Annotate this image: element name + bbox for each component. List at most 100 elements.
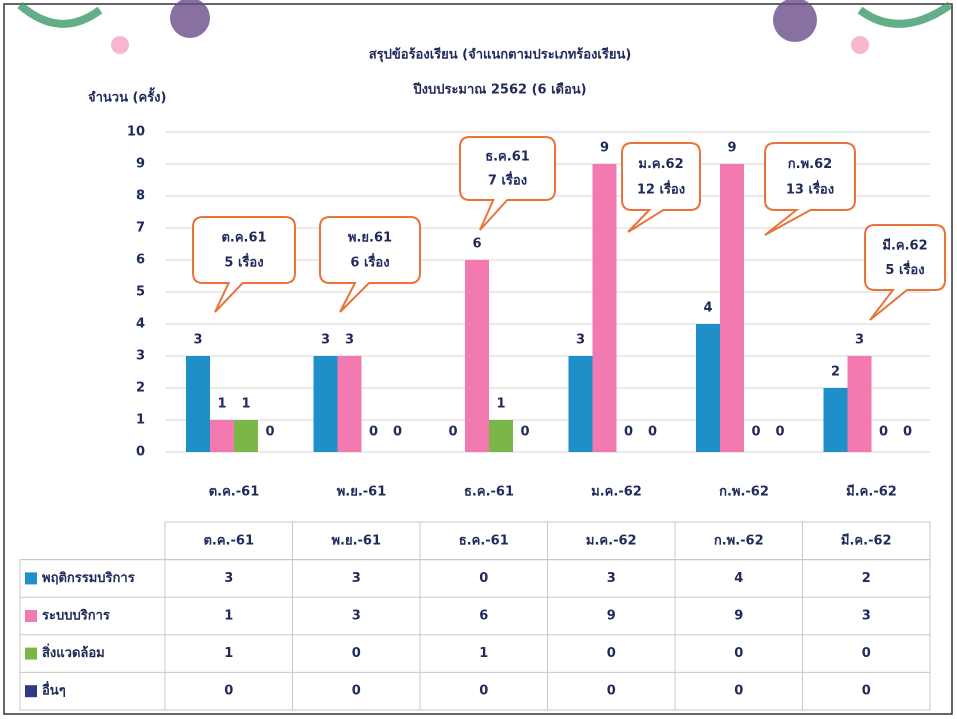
callout-title: ก.พ.62 — [788, 157, 832, 172]
bar — [186, 356, 210, 452]
legend-swatch — [25, 648, 37, 660]
callout-title: มี.ค.62 — [882, 237, 927, 253]
table-cell: 4 — [734, 571, 743, 586]
table-cell: 0 — [479, 571, 488, 586]
value-label: 0 — [624, 425, 633, 440]
table-header: มี.ค.-62 — [841, 532, 892, 548]
y-tick-label: 8 — [136, 189, 145, 204]
table-cell: 1 — [224, 646, 233, 661]
value-label: 1 — [217, 397, 226, 412]
y-tick-label: 2 — [136, 381, 145, 396]
bar — [465, 260, 489, 452]
callout-text: 13 เรื่อง — [786, 179, 834, 197]
x-tick-label: ก.พ.-62 — [719, 485, 769, 500]
table-cell: 3 — [352, 571, 361, 586]
y-tick-label: 1 — [136, 413, 145, 428]
value-label: 3 — [193, 333, 202, 348]
callout-text: 5 เรื่อง — [885, 260, 924, 278]
value-label: 4 — [703, 301, 712, 316]
value-label: 2 — [831, 365, 840, 380]
callout-title: ม.ค.62 — [638, 157, 683, 172]
value-label: 0 — [751, 425, 760, 440]
value-label: 0 — [648, 425, 657, 440]
value-label: 0 — [265, 425, 274, 440]
callout-title: ต.ค.61 — [221, 231, 266, 246]
legend-label: อื่นๆ — [42, 681, 66, 699]
table-cell: 2 — [862, 571, 871, 586]
value-label: 3 — [345, 333, 354, 348]
value-label: 9 — [600, 141, 609, 156]
legend-label: พฤติกรรมบริการ — [42, 571, 135, 586]
bar — [848, 356, 872, 452]
table-header: ก.พ.-62 — [714, 533, 764, 548]
table-cell: 0 — [479, 684, 488, 699]
y-tick-label: 7 — [136, 221, 145, 236]
value-label: 0 — [448, 425, 457, 440]
bar — [569, 356, 593, 452]
value-label: 0 — [903, 425, 912, 440]
bar — [489, 420, 513, 452]
value-label: 3 — [576, 333, 585, 348]
table-cell: 0 — [607, 684, 616, 699]
table-header: ต.ค.-61 — [203, 533, 254, 548]
x-tick-label: ม.ค.-62 — [591, 485, 642, 500]
callout-text: 6 เรื่อง — [350, 253, 389, 271]
value-label: 1 — [241, 397, 250, 412]
table-cell: 3 — [607, 571, 616, 586]
y-tick-label: 10 — [127, 125, 145, 140]
table-cell: 1 — [479, 646, 488, 661]
y-tick-label: 0 — [136, 445, 145, 460]
bar — [696, 324, 720, 452]
table-cell: 6 — [479, 609, 488, 624]
table-cell: 9 — [607, 609, 616, 624]
table-cell: 0 — [734, 684, 743, 699]
bar — [338, 356, 362, 452]
bar — [314, 356, 338, 452]
legend-swatch — [25, 685, 37, 697]
chart-subtitle: ปีงบประมาณ 2562 (6 เดือน) — [412, 82, 586, 98]
x-tick-label: พ.ย.-61 — [337, 485, 387, 500]
bar — [824, 388, 848, 452]
chart: สรุปข้อร้องเรียน (จำแนกตามประเภทร้องเรีย… — [0, 0, 957, 719]
table-cell: 3 — [224, 571, 233, 586]
legend-swatch — [25, 610, 37, 622]
table-cell: 3 — [352, 609, 361, 624]
table-cell: 3 — [862, 609, 871, 624]
x-tick-label: ธ.ค.-61 — [464, 485, 514, 500]
bar — [720, 164, 744, 452]
legend-swatch — [25, 572, 37, 584]
y-tick-label: 9 — [136, 157, 145, 172]
bar — [234, 420, 258, 452]
value-label: 0 — [879, 425, 888, 440]
table-header: พ.ย.-61 — [331, 533, 381, 548]
value-label: 9 — [727, 141, 736, 156]
x-tick-label: ต.ค.-61 — [209, 485, 260, 500]
value-label: 3 — [321, 333, 330, 348]
callout-text: 12 เรื่อง — [637, 179, 685, 197]
table-cell: 0 — [862, 646, 871, 661]
value-label: 6 — [472, 237, 481, 252]
table-cell: 0 — [734, 646, 743, 661]
value-label: 0 — [369, 425, 378, 440]
table-cell: 9 — [734, 609, 743, 624]
callout-text: 5 เรื่อง — [224, 253, 263, 271]
callout-title: ธ.ค.61 — [485, 150, 530, 165]
table-header: ธ.ค.-61 — [459, 533, 509, 548]
table-cell: 0 — [352, 684, 361, 699]
x-tick-label: มี.ค.-62 — [846, 484, 897, 500]
value-label: 0 — [775, 425, 784, 440]
y-axis-label: จำนวน (ครั้ง) — [88, 87, 166, 106]
table-header: ม.ค.-62 — [586, 533, 637, 548]
legend-label: สิ่งแวดล้อม — [42, 643, 105, 661]
y-tick-label: 3 — [136, 349, 145, 364]
value-label: 3 — [855, 333, 864, 348]
table-cell: 0 — [607, 646, 616, 661]
table-cell: 0 — [352, 646, 361, 661]
value-label: 1 — [496, 397, 505, 412]
bar — [210, 420, 234, 452]
value-label: 0 — [520, 425, 529, 440]
value-label: 0 — [393, 425, 402, 440]
chart-title: สรุปข้อร้องเรียน (จำแนกตามประเภทร้องเรีย… — [369, 47, 632, 63]
legend-label: ระบบบริการ — [42, 609, 110, 624]
table-cell: 1 — [224, 609, 233, 624]
